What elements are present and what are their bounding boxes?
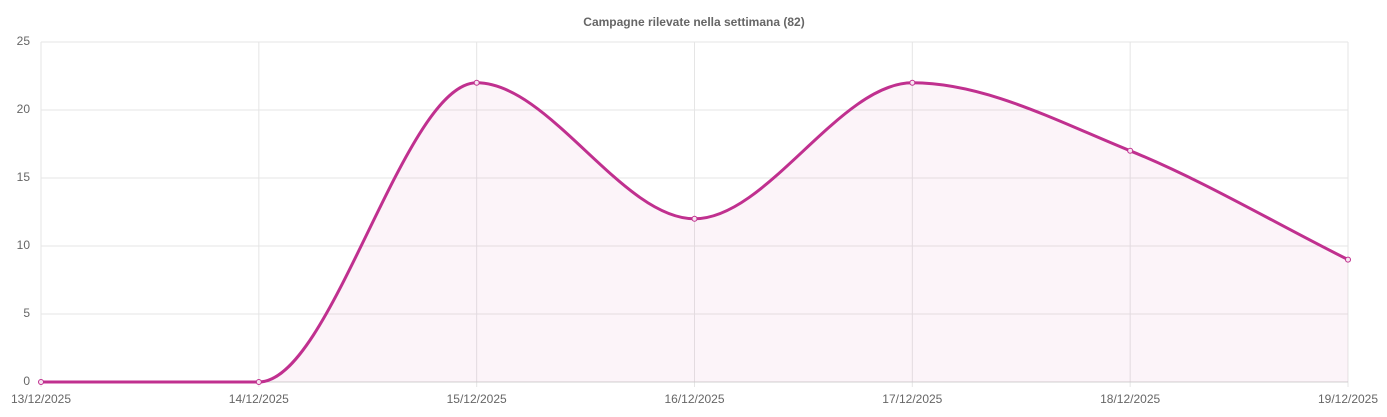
x-tick-label: 19/12/2025	[1318, 392, 1378, 406]
point	[255, 379, 262, 385]
y-tick-label: 5	[23, 306, 30, 320]
point	[691, 215, 698, 222]
y-tick-label: 10	[17, 238, 31, 252]
point	[1345, 256, 1351, 263]
y-tick-label: 15	[17, 170, 31, 184]
area	[41, 82, 1348, 383]
y-tick-label: 20	[17, 102, 31, 116]
x-tick-label: 15/12/2025	[447, 392, 507, 406]
point	[1127, 147, 1134, 154]
x-tick-label: 13/12/2025	[11, 392, 71, 406]
line	[41, 81, 1349, 384]
x-tick-label: 18/12/2025	[1100, 392, 1160, 406]
point	[38, 379, 44, 385]
x-tick-label: 17/12/2025	[882, 392, 942, 406]
x-tick-label: 16/12/2025	[664, 392, 724, 406]
point	[909, 79, 916, 86]
y-tick-label: 0	[23, 374, 30, 388]
y-tick-label: 25	[17, 34, 31, 48]
point	[473, 79, 480, 86]
x-tick-label: 14/12/2025	[229, 392, 289, 406]
chart-title: Campagne rilevate nella settimana (82)	[583, 15, 804, 29]
